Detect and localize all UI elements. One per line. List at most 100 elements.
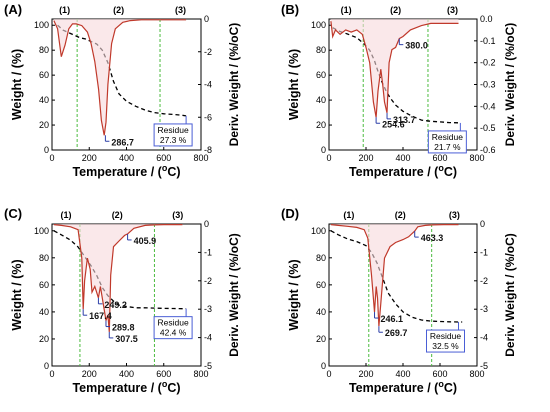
- peak-label: 269.7: [385, 328, 408, 338]
- residue-box: [153, 316, 193, 340]
- residue-box: [427, 130, 467, 154]
- y-axis-title: Weight / (%): [287, 49, 301, 120]
- y2-tick-label: -0.3: [480, 80, 496, 90]
- stage-label: (1): [343, 210, 354, 220]
- y2-tick-label: -2: [204, 276, 212, 286]
- residue-label: Residue: [158, 125, 189, 135]
- y2-tick-label: -0.1: [480, 36, 496, 46]
- y2-tick-label: -0.6: [480, 145, 496, 155]
- y2-tick-label: -4: [480, 333, 488, 343]
- x-tick-label: 800: [193, 369, 208, 379]
- stage-label: (3): [175, 5, 186, 15]
- x-tick-label: 600: [156, 153, 171, 163]
- stage-label: (1): [59, 5, 70, 15]
- peak-label: 249.2: [104, 300, 127, 310]
- y2-tick-label: -1: [204, 247, 212, 257]
- x-tick-label: 400: [119, 153, 134, 163]
- x-tick-label: 600: [432, 369, 447, 379]
- stage-label: (3): [449, 210, 460, 220]
- derivative-curve: [53, 224, 183, 332]
- panel-label: (A): [4, 2, 22, 17]
- y-tick-label: 60: [39, 70, 49, 80]
- y-axis-title: Weight / (%): [10, 259, 24, 330]
- y2-axis-title: Deriv. Weight / (%/oC): [503, 23, 517, 147]
- y2-tick-label: -0.2: [480, 58, 496, 68]
- y2-tick-label: -2: [204, 47, 212, 57]
- x-tick-label: 600: [432, 153, 447, 163]
- y2-axis-title: Deriv. Weight / (%/oC): [503, 233, 517, 357]
- x-tick-label: 400: [395, 153, 410, 163]
- y-tick-label: 40: [39, 307, 49, 317]
- y-axis-title: Weight / (%): [287, 259, 301, 330]
- y2-tick-label: -3: [204, 304, 212, 314]
- x-tick-label: 0: [49, 153, 54, 163]
- x-axis-title: Temperature / (oC): [349, 379, 457, 395]
- x-tick-label: 0: [326, 153, 331, 163]
- derivative-curve: [330, 224, 459, 327]
- residue-label: Residue: [158, 318, 189, 328]
- y-tick-label: 100: [34, 20, 49, 30]
- y-tick-label: 0: [321, 145, 326, 155]
- residue-box: [153, 123, 193, 147]
- stage-label: (1): [341, 5, 352, 15]
- panel-b: (B) (1) (2) (3) 0 200 400 600 800 0 20 40 60 80 100 0.0…: [281, 2, 517, 179]
- weight-curve: [330, 230, 463, 323]
- y-tick-label: 20: [316, 120, 326, 130]
- residue-value: 27.3 %: [160, 135, 187, 145]
- derivative-fill: [330, 19, 459, 118]
- x-tick-label: 0: [49, 369, 54, 379]
- panel-label: (D): [281, 206, 299, 221]
- y-tick-label: 0: [44, 145, 49, 155]
- x-tick-label: 800: [469, 369, 484, 379]
- stage-label: (2): [112, 210, 123, 220]
- x-tick-label: 800: [469, 153, 484, 163]
- panel-d: (D) (1) (2) (3) 0 200 400 600 800 0 20 40 60 80 100 0 -1…: [281, 206, 517, 395]
- y-axis-title: Weight / (%): [10, 49, 24, 120]
- panel-a: (A) (1) (2) (3) 0 200 400 600 800 0 20 40 60 80 100 0 -2…: [4, 2, 241, 179]
- derivative-fill: [53, 19, 187, 136]
- y-tick-label: 20: [39, 334, 49, 344]
- derivative-fill: [53, 224, 183, 332]
- y-tick-label: 0: [44, 361, 49, 371]
- y2-tick-label: -1: [480, 247, 488, 257]
- weight-curve: [53, 230, 187, 310]
- peak-label: 380.0: [405, 41, 428, 51]
- peak-label: 286.7: [111, 137, 134, 147]
- x-tick-label: 200: [358, 369, 373, 379]
- peak-label: 463.3: [421, 233, 444, 243]
- y2-tick-label: -5: [204, 361, 212, 371]
- y2-tick-label: 0: [204, 219, 209, 229]
- x-tick-label: 200: [82, 153, 97, 163]
- peak-label: 246.1: [381, 314, 404, 324]
- plot-frame: [51, 223, 202, 367]
- x-tick-label: 200: [358, 153, 373, 163]
- y2-tick-label: 0: [480, 219, 485, 229]
- y2-tick-label: -4: [204, 333, 212, 343]
- y2-tick-label: -8: [204, 145, 212, 155]
- y-tick-label: 100: [311, 226, 326, 236]
- y2-tick-label: -5: [480, 361, 488, 371]
- y-tick-label: 100: [34, 226, 49, 236]
- peak-label: 313.7: [393, 115, 416, 125]
- y-tick-label: 20: [39, 120, 49, 130]
- residue-value: 42.4 %: [160, 328, 187, 338]
- x-axis-title: Temperature / (oC): [72, 379, 180, 395]
- y2-tick-label: -0.5: [480, 123, 496, 133]
- peak-label: 254.6: [382, 119, 405, 129]
- derivative-curve: [53, 19, 187, 136]
- y-tick-label: 80: [39, 253, 49, 263]
- residue-label: Residue: [432, 132, 463, 142]
- stage-label: (2): [395, 210, 406, 220]
- weight-curve: [57, 24, 187, 117]
- peak-label: 289.8: [112, 323, 135, 333]
- y2-tick-label: 0: [204, 14, 209, 24]
- y-tick-label: 60: [316, 70, 326, 80]
- x-axis-title: Temperature / (oC): [72, 163, 180, 179]
- y-tick-label: 20: [316, 334, 326, 344]
- x-tick-label: 400: [119, 369, 134, 379]
- y-tick-label: 100: [311, 20, 326, 30]
- y2-axis-title: Deriv. Weight / (%/oC): [227, 23, 241, 147]
- y2-tick-label: -4: [204, 80, 212, 90]
